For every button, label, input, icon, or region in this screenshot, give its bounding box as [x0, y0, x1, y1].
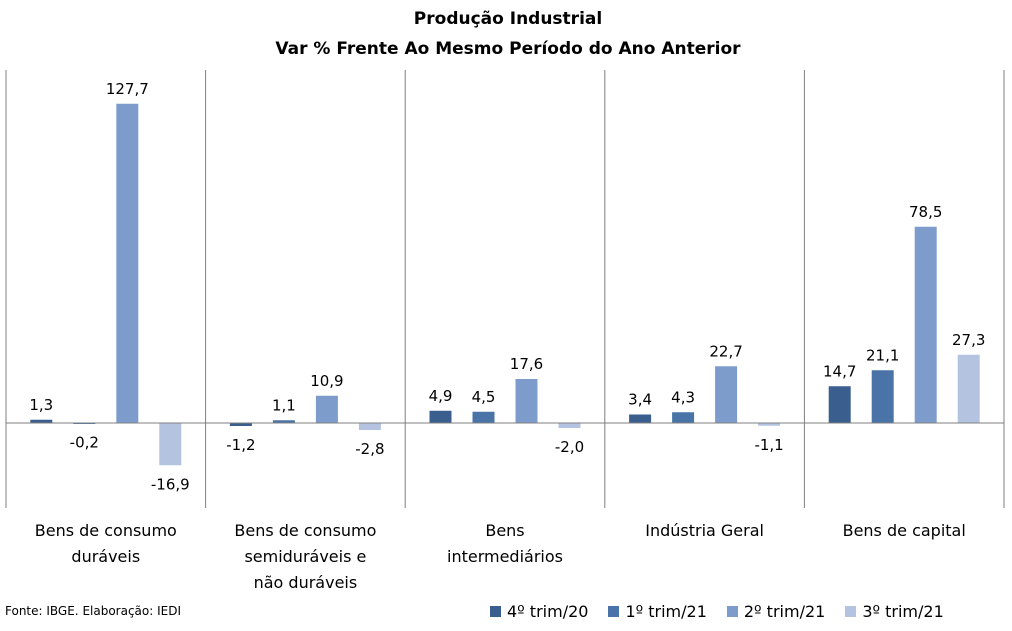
data-label: 78,5: [909, 203, 942, 221]
category-label: Bens de capital: [843, 521, 966, 540]
bar-chart: Produção Industrial Var % Frente Ao Mesm…: [5, 9, 1005, 592]
chart-title: Produção Industrial: [414, 9, 602, 29]
data-label: 4,9: [429, 387, 453, 405]
bar: [558, 423, 581, 428]
category-label: Bens: [485, 521, 524, 540]
bar: [358, 423, 381, 430]
data-label: -16,9: [151, 475, 190, 493]
data-label: 127,7: [106, 80, 149, 98]
legend: 4º trim/20 1º trim/21 2º trim/21 3º trim…: [490, 602, 944, 621]
bar: [914, 226, 937, 423]
legend-label: 2º trim/21: [743, 602, 826, 621]
legend-swatch: [726, 606, 738, 617]
legend-label: 1º trim/21: [625, 602, 707, 621]
data-label: 22,7: [709, 342, 742, 360]
bar: [672, 412, 695, 423]
legend-label: 3º trim/21: [862, 602, 944, 621]
data-label: 14,7: [823, 362, 856, 380]
bar: [472, 411, 495, 423]
bar: [159, 423, 182, 466]
bar: [515, 379, 538, 423]
legend-swatch: [490, 606, 501, 617]
data-label: 1,3: [29, 396, 53, 414]
data-label: -2,8: [355, 440, 384, 458]
data-label: -0,2: [70, 434, 99, 452]
legend-item: 1º trim/21: [608, 602, 707, 621]
category-label: Bens de consumo: [35, 521, 177, 540]
category-label: intermediários: [447, 547, 563, 566]
data-label: -1,1: [754, 436, 783, 454]
bar: [229, 423, 252, 426]
bar: [116, 103, 139, 423]
bar: [315, 395, 338, 423]
category-label: não duráveis: [254, 573, 358, 592]
bar: [758, 423, 781, 426]
data-label: 3,4: [628, 391, 652, 409]
category-label: Indústria Geral: [645, 521, 764, 540]
data-label: -1,2: [226, 436, 255, 454]
legend-label: 4º trim/20: [507, 602, 589, 621]
legend-item: 3º trim/21: [845, 602, 944, 621]
bar: [957, 354, 980, 423]
legend-item: 4º trim/20: [490, 602, 588, 621]
data-label: -2,0: [555, 438, 584, 456]
data-label: 10,9: [310, 372, 343, 390]
data-label: 4,5: [472, 388, 496, 406]
source-note: Fonte: IBGE. Elaboração: IEDI: [5, 604, 182, 618]
chart-subtitle: Var % Frente Ao Mesmo Período do Ano Ant…: [275, 39, 741, 59]
bar: [429, 410, 452, 423]
category-label: semiduráveis e: [244, 547, 366, 566]
legend-swatch: [608, 606, 620, 617]
data-label: 21,1: [866, 346, 899, 364]
bar: [30, 419, 53, 423]
bar: [272, 420, 295, 423]
data-label: 17,6: [510, 355, 543, 373]
legend-item: 2º trim/21: [726, 602, 826, 621]
bar: [871, 370, 894, 423]
data-label: 27,3: [952, 331, 985, 349]
bar: [715, 366, 738, 423]
data-label: 1,1: [272, 396, 296, 414]
bar: [828, 386, 851, 423]
legend-swatch: [845, 606, 857, 617]
category-label: Bens de consumo: [234, 521, 376, 540]
category-label: duráveis: [71, 547, 140, 566]
data-label: 4,3: [671, 388, 695, 406]
bar: [629, 414, 652, 423]
